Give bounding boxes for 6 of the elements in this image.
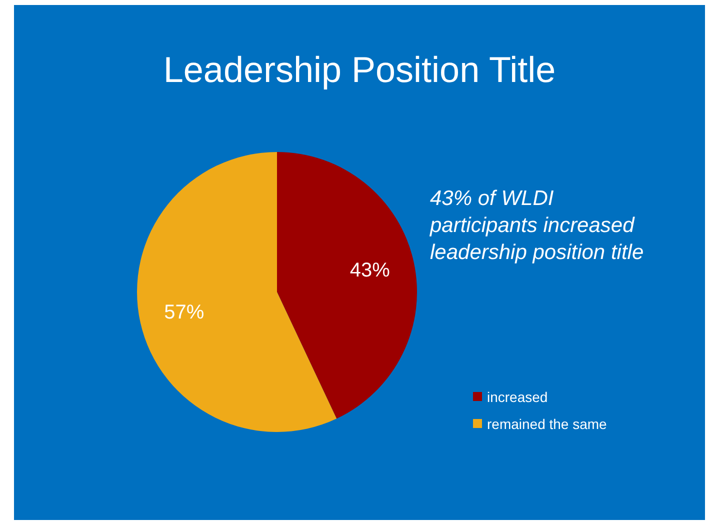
data-label: 57%	[164, 301, 204, 324]
legend-label: increased	[487, 388, 548, 404]
text: 43% of WLDI participants increased leadership position title	[430, 186, 645, 266]
data-label: 43%	[350, 260, 390, 282]
legend-label: remained the same	[487, 416, 607, 432]
chart-title: Leadership Position Title	[162, 49, 557, 91]
